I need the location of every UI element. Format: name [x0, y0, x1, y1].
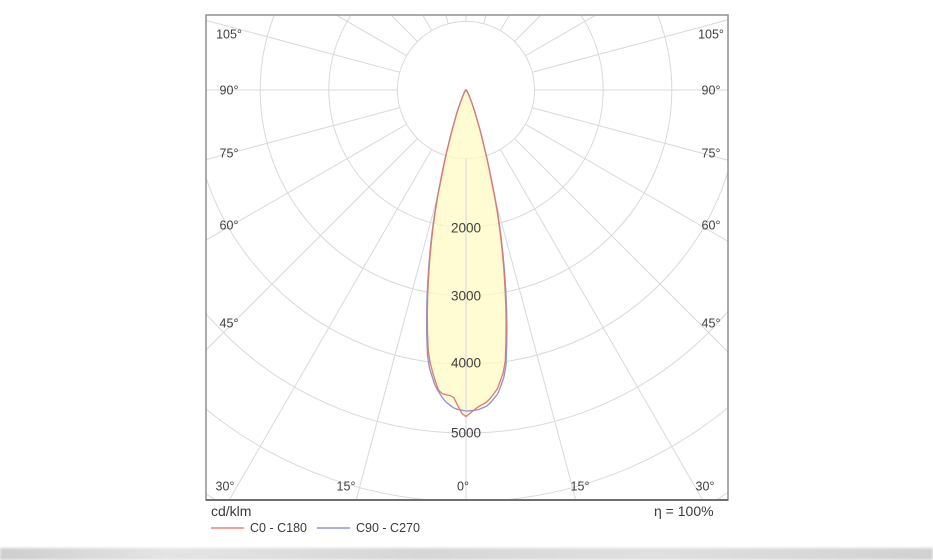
angle-grid-line — [206, 19, 400, 73]
bottom-artifact-bar — [0, 548, 933, 560]
angle-grid-line — [228, 149, 433, 500]
angle-grid-line — [514, 138, 728, 353]
angle-label: 105° — [698, 28, 724, 42]
angle-grid-line — [445, 15, 449, 24]
angle-label: 75° — [220, 147, 239, 161]
angle-label: 30° — [216, 480, 235, 494]
legend-item-c90-c270: C90 - C270 — [317, 520, 420, 536]
ring-label: 2000 — [451, 221, 481, 236]
legend-item-c0-c180: C0 - C180 — [211, 520, 307, 536]
angle-grid-line — [206, 107, 400, 161]
angle-grid-line — [525, 123, 728, 242]
legend-label-c0-c180: C0 - C180 — [250, 521, 307, 535]
angle-grid-line — [532, 19, 728, 73]
legend-swatch-c90-c270 — [317, 527, 350, 529]
angle-label: 105° — [216, 28, 242, 42]
angle-label: 0° — [457, 480, 469, 494]
angle-label: 15° — [571, 480, 590, 494]
curve-c0-c180 — [426, 89, 507, 418]
angle-grid-line — [483, 15, 487, 24]
angle-grid-line — [206, 123, 407, 241]
ring-label: 3000 — [451, 289, 481, 304]
angle-grid-line — [499, 149, 704, 500]
angle-grid-line — [525, 15, 597, 57]
angle-label: 60° — [220, 219, 239, 233]
angle-grid-line — [355, 156, 449, 500]
angle-label: 90° — [220, 84, 239, 98]
ring-label: 5000 — [451, 426, 481, 441]
angle-grid-line — [206, 138, 418, 351]
angle-grid-line — [532, 107, 728, 161]
angle-label: 45° — [702, 317, 721, 331]
ring-label: 4000 — [451, 356, 481, 371]
legend-swatch-c0-c180 — [211, 527, 244, 529]
legend-label-c90-c270: C90 - C270 — [356, 521, 420, 535]
angle-label: 15° — [337, 480, 356, 494]
angle-label: 45° — [220, 317, 239, 331]
efficiency-label: η = 100% — [654, 503, 714, 519]
beam-fill — [427, 90, 507, 417]
angle-grid-line — [335, 15, 407, 57]
angle-grid-line — [483, 156, 577, 500]
angle-label: 90° — [702, 84, 721, 98]
angle-label: 60° — [702, 219, 721, 233]
units-label: cd/klm — [211, 503, 252, 519]
angle-label: 30° — [696, 480, 715, 494]
angle-label: 75° — [702, 147, 721, 161]
